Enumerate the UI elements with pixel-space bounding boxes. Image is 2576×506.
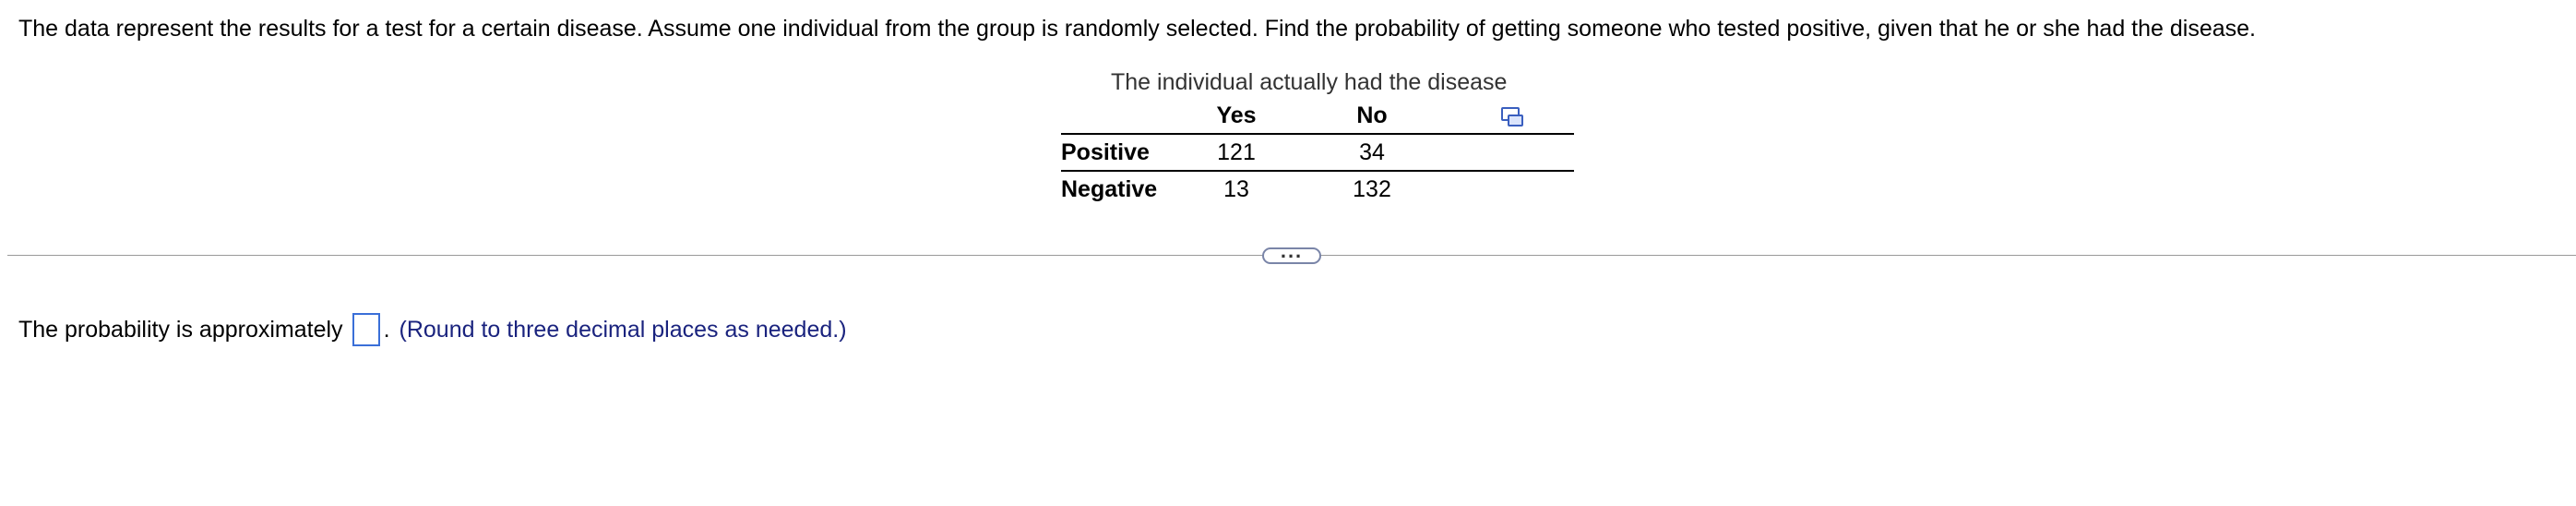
cell-positive-no: 34 — [1294, 134, 1450, 172]
column-header-yes: Yes — [1179, 98, 1294, 135]
more-dots-icon: ... — [1280, 239, 1304, 262]
answer-line: The probability is approximately . (Roun… — [18, 312, 847, 347]
row-label-negative: Negative — [1061, 176, 1158, 202]
row-label-positive: Positive — [1061, 134, 1179, 172]
table-caption: The individual actually had the disease — [1111, 69, 1508, 95]
cell-negative-yes: 13 — [1223, 176, 1249, 202]
cell-negative-no: 132 — [1353, 176, 1391, 202]
cell-positive-yes: 121 — [1179, 134, 1294, 172]
expand-more-button[interactable]: ... — [1262, 241, 1321, 264]
answer-period: . — [383, 317, 390, 343]
table-tools-cell — [1450, 98, 1574, 135]
probability-answer-input[interactable] — [352, 313, 380, 346]
rounding-hint: (Round to three decimal places as needed… — [399, 317, 847, 343]
table-corner-cell — [1061, 98, 1179, 135]
column-header-no: No — [1294, 98, 1450, 135]
answer-prefix: The probability is approximately — [18, 317, 343, 343]
contingency-table: Yes No Positive 121 34 Negative 13 132 — [1061, 98, 1574, 207]
table-header-row: Yes No — [1061, 98, 1574, 135]
table-empty-cell — [1450, 134, 1574, 172]
table-row: Negative 13 132 — [1061, 171, 1574, 207]
table-empty-cell — [1450, 171, 1574, 207]
copy-table-icon[interactable] — [1501, 107, 1523, 127]
table-row: Positive 121 34 — [1061, 134, 1574, 172]
question-text: The data represent the results for a tes… — [18, 16, 2256, 42]
